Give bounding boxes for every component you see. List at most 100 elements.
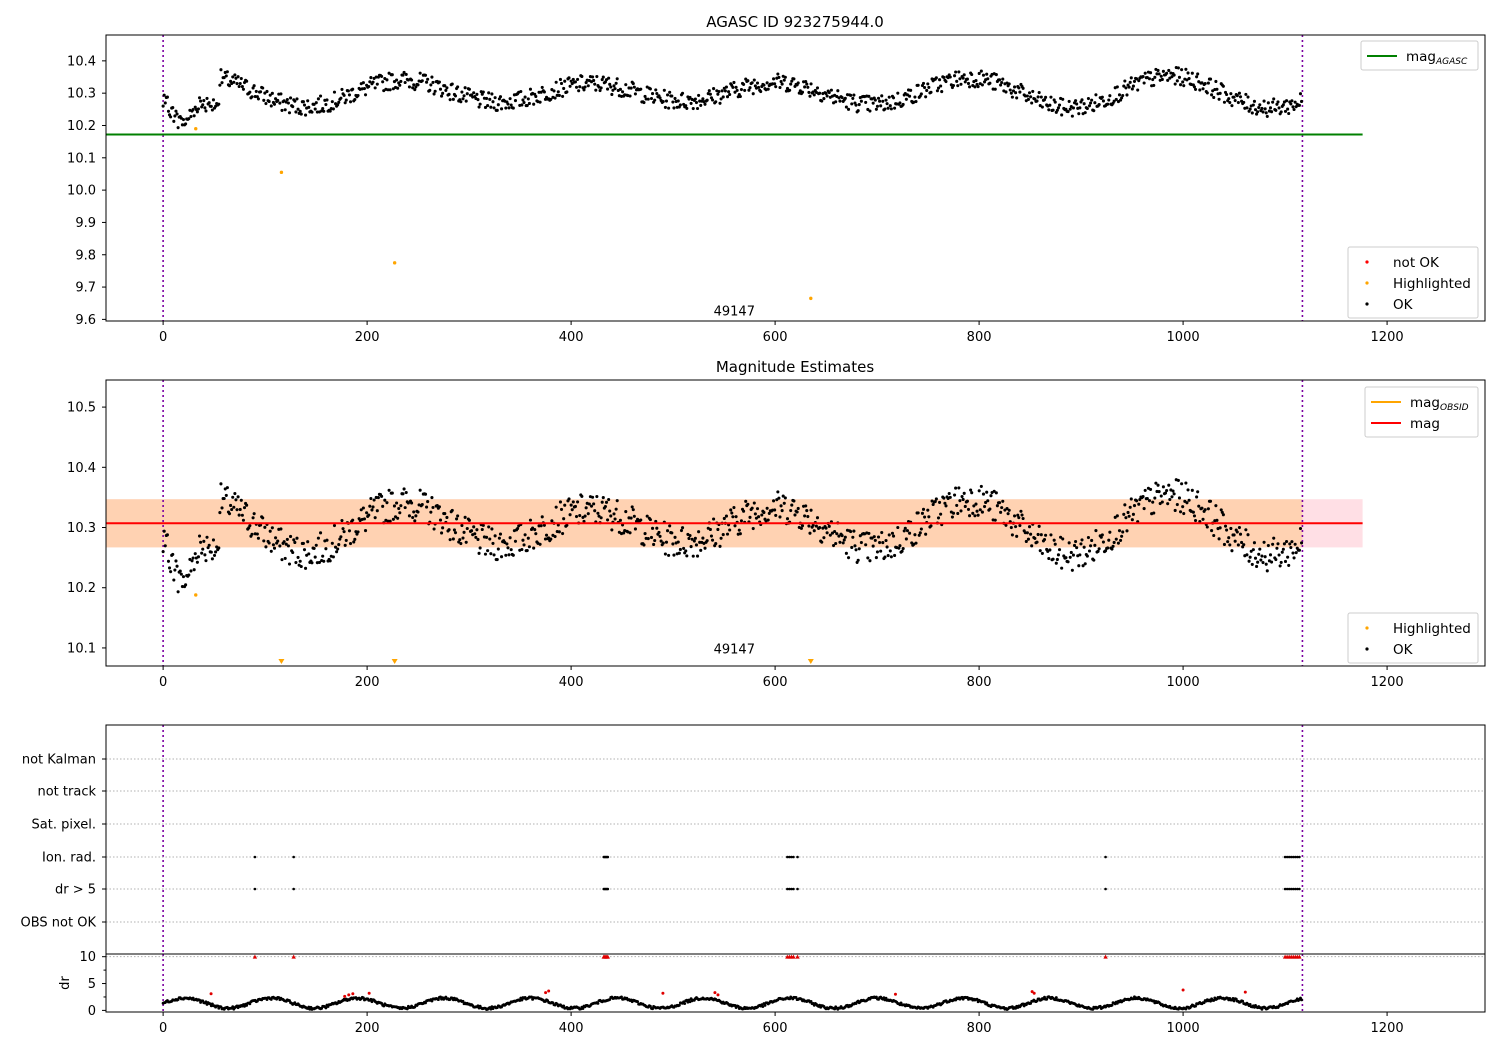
- ok-point: [871, 544, 875, 548]
- ok-point: [1160, 77, 1164, 82]
- ok-point: [613, 517, 617, 521]
- ok-point: [747, 88, 751, 92]
- ok-point: [610, 528, 614, 532]
- ok-point: [331, 107, 335, 111]
- ok-point: [1272, 536, 1276, 540]
- highlighted-point: [392, 261, 397, 265]
- ok-point: [842, 538, 846, 542]
- dr-ok-point: [324, 1006, 328, 1010]
- ok-point: [1122, 84, 1126, 88]
- ok-point: [1156, 68, 1160, 73]
- ok-point: [312, 102, 316, 106]
- ok-point: [671, 100, 675, 104]
- ok-point: [1167, 68, 1171, 73]
- ok-point: [201, 103, 205, 107]
- ok-point: [1214, 79, 1218, 83]
- ok-point: [851, 535, 855, 539]
- ok-point: [808, 94, 812, 98]
- ok-point: [1252, 541, 1256, 545]
- ok-point: [455, 517, 459, 521]
- ok-point: [310, 110, 314, 114]
- ok-point: [1067, 99, 1071, 103]
- ok-point: [342, 530, 346, 534]
- ok-point: [1285, 99, 1289, 103]
- ok-point: [431, 80, 435, 84]
- top-lower-legend-box: [1347, 246, 1479, 319]
- ok-point: [286, 544, 290, 548]
- ok-point: [1151, 500, 1155, 504]
- ok-point: [721, 95, 725, 99]
- ok-point: [891, 534, 896, 538]
- ok-point: [506, 546, 510, 550]
- ok-point: [205, 535, 209, 539]
- ok-point: [914, 99, 918, 104]
- ok-point: [825, 94, 829, 98]
- ok-point: [413, 519, 417, 523]
- ok-point: [1227, 536, 1231, 540]
- mid-ytick-label: 10.1: [67, 641, 96, 656]
- ok-point: [1184, 67, 1188, 71]
- dr-ok-point: [1300, 998, 1304, 1002]
- ok-point: [179, 572, 183, 576]
- ok-point: [1152, 83, 1156, 87]
- ok-point: [879, 104, 883, 108]
- ok-point: [898, 101, 902, 105]
- ok-point: [1126, 510, 1130, 514]
- ok-point: [533, 528, 537, 532]
- ok-point: [404, 72, 408, 76]
- dr-xtick-label: 600: [763, 1021, 788, 1036]
- ok-point: [1242, 100, 1246, 104]
- dr-clipped-marker: [795, 954, 800, 959]
- ok-point: [520, 103, 524, 107]
- ok-point: [938, 500, 942, 504]
- ok-point: [1049, 95, 1053, 99]
- ok-point: [324, 103, 328, 107]
- dr-xtick-label: 1200: [1371, 1021, 1404, 1036]
- ok-point: [629, 86, 633, 90]
- ok-point: [804, 504, 808, 508]
- ok-point: [1175, 503, 1179, 507]
- ok-point: [268, 529, 272, 533]
- ok-point: [980, 510, 984, 514]
- ok-point: [1074, 539, 1078, 544]
- ok-point: [679, 528, 684, 533]
- ok-point: [441, 526, 445, 530]
- ok-point: [1256, 560, 1260, 564]
- ok-point: [407, 85, 411, 89]
- ok-point: [413, 88, 417, 92]
- ok-point: [970, 491, 974, 495]
- ok-point: [283, 556, 287, 560]
- ok-point: [622, 531, 626, 535]
- ok-point: [714, 542, 718, 546]
- ok-point: [1253, 556, 1258, 560]
- ok-point: [943, 501, 947, 505]
- ok-point: [187, 573, 191, 577]
- ok-point: [685, 106, 689, 110]
- ok-point: [1042, 537, 1047, 542]
- ok-point: [857, 547, 861, 551]
- ok-point: [788, 88, 792, 92]
- ok-point: [1040, 551, 1044, 555]
- ok-point: [1264, 562, 1268, 566]
- ok-point: [565, 523, 569, 527]
- ok-point: [750, 81, 754, 85]
- ok-point: [1279, 560, 1283, 564]
- ok-point: [486, 549, 490, 553]
- ok-point: [844, 105, 848, 109]
- ok-point: [803, 514, 807, 518]
- top-xtick-label: 1000: [1167, 330, 1200, 345]
- ok-point: [448, 98, 452, 102]
- ok-point: [1104, 549, 1108, 553]
- ok-point: [263, 91, 267, 95]
- ok-point: [1161, 69, 1165, 73]
- dr-ylabel: dr: [58, 976, 73, 990]
- ok-point: [1271, 100, 1275, 104]
- ok-point: [291, 550, 295, 555]
- ok-point: [846, 107, 851, 111]
- ok-point: [978, 508, 982, 512]
- ok-point: [1195, 75, 1199, 79]
- ok-point: [392, 504, 396, 508]
- ok-point: [733, 524, 737, 528]
- ok-point: [837, 534, 841, 538]
- ok-point: [1248, 555, 1252, 559]
